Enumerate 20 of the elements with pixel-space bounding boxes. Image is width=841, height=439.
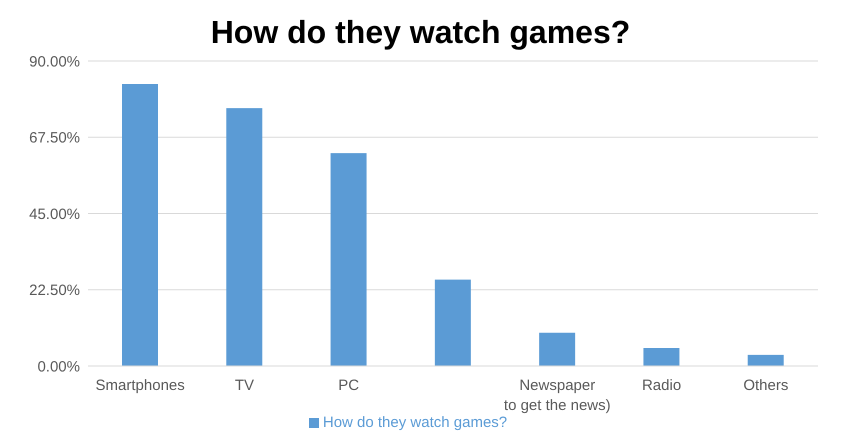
y-tick-label: 22.50% [29, 282, 80, 300]
bar [643, 348, 680, 366]
chart-title: How do they watch games? [210, 14, 630, 50]
x-tick-label: Radio [642, 377, 682, 394]
y-tick-label: 0.00% [37, 358, 80, 376]
y-tick-label: 90.00% [29, 53, 80, 70]
bar [748, 354, 784, 366]
bar [434, 280, 471, 366]
x-tick-label: Smartphones [96, 377, 185, 394]
bar [122, 84, 158, 366]
x-tick-label: PC [338, 377, 360, 394]
x-tick-label: TV [234, 377, 254, 394]
bar [330, 153, 367, 366]
x-tick-label: Newspaper to get the news) [504, 377, 611, 414]
legend-label: How do they watch games? [322, 414, 508, 431]
x-tick-label: Others [743, 377, 788, 394]
bar [226, 108, 262, 366]
y-tick-label: 45.00% [29, 206, 80, 223]
bar [539, 332, 576, 366]
y-tick-label: 67.50% [29, 130, 80, 147]
